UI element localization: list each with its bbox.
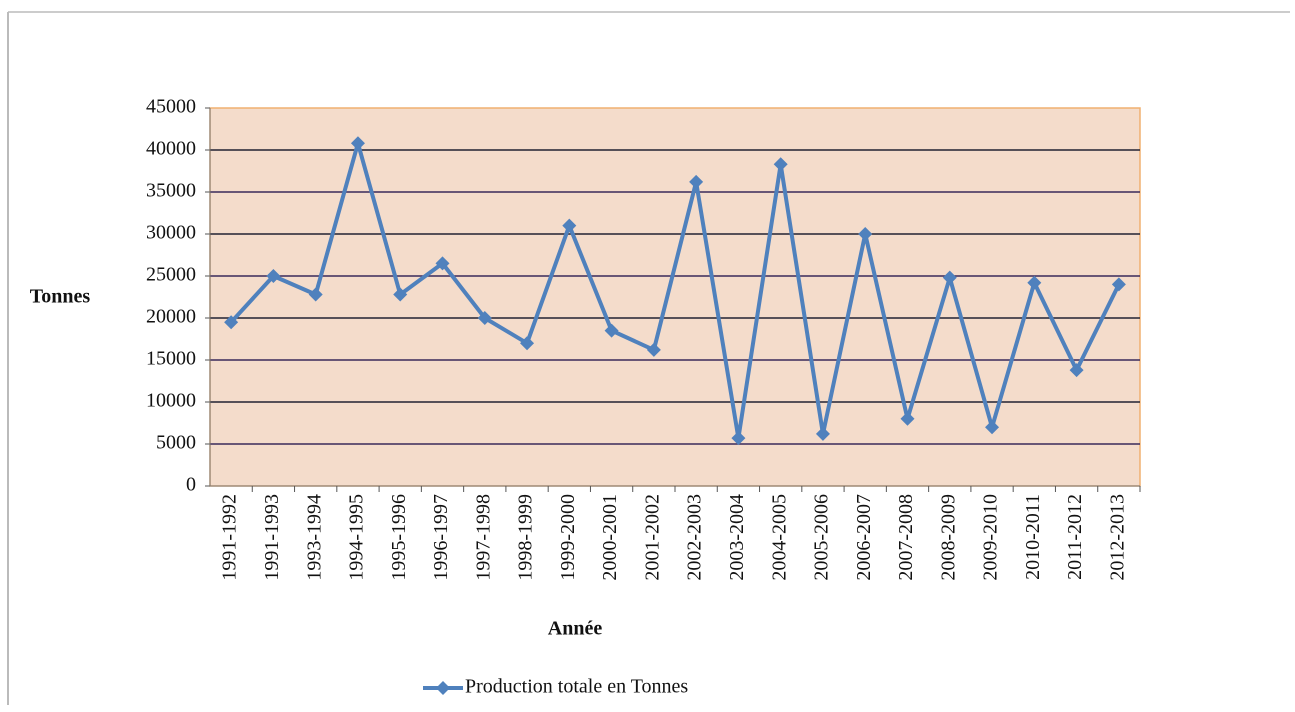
data-point — [520, 336, 535, 351]
y-tick-label: 20000 — [146, 306, 196, 328]
y-tick-label: 35000 — [146, 180, 196, 202]
data-point — [266, 269, 281, 283]
x-axis-label: Année — [548, 618, 603, 640]
data-point — [815, 426, 830, 441]
x-tick-label: 2008-2009 — [937, 494, 959, 581]
data-point — [224, 315, 239, 330]
data-point — [604, 323, 619, 338]
x-tick-label: 2001-2002 — [641, 494, 663, 581]
x-tick-label: 1993-1994 — [303, 494, 325, 581]
y-tick-label: 45000 — [146, 96, 196, 118]
y-tick-label: 15000 — [146, 348, 196, 370]
x-tick-label: 1996-1997 — [430, 494, 452, 581]
x-tick-label: 2005-2006 — [811, 494, 833, 581]
data-point — [646, 342, 661, 357]
y-tick-label: 0 — [186, 474, 196, 496]
data-point — [900, 411, 915, 426]
data-point — [1027, 275, 1042, 290]
data-point — [393, 287, 408, 302]
data-point — [477, 311, 492, 325]
data-point — [562, 218, 577, 233]
x-tick-label: 2004-2005 — [768, 494, 790, 581]
x-tick-label: 2003-2004 — [726, 494, 748, 581]
x-tick-label: 2011-2012 — [1064, 494, 1086, 580]
x-tick-label: 2000-2001 — [599, 494, 621, 581]
data-point — [773, 157, 788, 172]
data-point — [689, 174, 704, 189]
legend-label: Production totale en Tonnes — [465, 676, 688, 698]
data-point — [1111, 277, 1126, 292]
x-tick-label: 1995-1996 — [388, 494, 410, 581]
x-tick-label: 2012-2013 — [1106, 494, 1128, 581]
x-tick-label: 1999-2000 — [557, 494, 579, 581]
x-tick-label: 1998-1999 — [515, 494, 537, 581]
y-tick-label: 25000 — [146, 264, 196, 286]
x-tick-label: 1991-1992 — [219, 494, 241, 581]
series-line — [229, 141, 1121, 441]
x-tick-label: 1991-1993 — [261, 494, 283, 581]
plot-area — [209, 107, 1141, 487]
x-tick-label: 2007-2008 — [895, 494, 917, 581]
x-tick-label: 2002-2003 — [684, 494, 706, 581]
x-tick-label: 2006-2007 — [853, 494, 875, 581]
x-tick-label: 2010-2011 — [1022, 494, 1044, 580]
y-tick-label: 5000 — [156, 432, 196, 454]
y-tick-label: 10000 — [146, 390, 196, 412]
data-point — [858, 227, 873, 241]
data-point — [1069, 363, 1084, 378]
data-point — [308, 287, 323, 302]
x-tick-label: 1994-1995 — [346, 494, 368, 581]
x-tick-label: 2009-2010 — [980, 494, 1002, 581]
x-tick-label: 1997-1998 — [472, 494, 494, 581]
data-point — [350, 136, 365, 151]
y-tick-label: 30000 — [146, 222, 196, 244]
data-point — [985, 420, 1000, 435]
data-point — [435, 256, 450, 271]
data-point — [942, 270, 957, 285]
legend-marker — [436, 681, 450, 695]
data-point — [731, 431, 746, 446]
y-tick-label: 40000 — [146, 138, 196, 160]
y-axis-label: Tonnes — [30, 286, 91, 308]
